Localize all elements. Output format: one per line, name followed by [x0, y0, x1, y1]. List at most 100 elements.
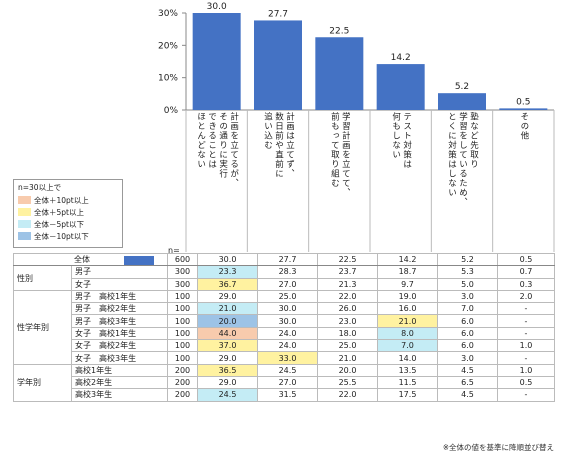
value-cell: 31.5 [257, 388, 318, 402]
bar-value-label: 14.2 [391, 53, 411, 63]
crosstab-table: 全体 600 30.0 27.7 22.5 14.2 5.2 0.5 性別 男子 300 23.3 28… [13, 252, 555, 402]
table-row: 女子 300 36.7 27.0 21.3 9.7 5.0 0.3 [14, 277, 555, 291]
table-row: 学年別 高校1年生 200 36.5 24.5 20.0 13.5 4.5 1.0 [13, 363, 555, 402]
value-cell: 36.7 [197, 277, 258, 291]
row-label: 高校3年生 [71, 388, 168, 402]
table-row: 高校3年生 200 24.5 31.5 22.0 17.5 4.5- [14, 388, 555, 402]
row-label: 全体 [13, 252, 168, 267]
sample-size: 600 [167, 252, 198, 267]
legend-item: 全体－10pt以下 [18, 231, 89, 241]
category-label: 塾など先取り 学習をしているため、 とくに対策はしない [446, 112, 479, 207]
value-cell: 24.5 [257, 363, 318, 377]
y-tick-label: 30% [158, 9, 178, 19]
row-label: 女子 [71, 277, 168, 291]
value-cell: - [497, 302, 555, 316]
value-cell: 44.0 [197, 326, 258, 341]
y-tick-label: 0% [164, 106, 179, 116]
n-column-label: n= [168, 246, 180, 255]
sample-size: 200 [167, 388, 198, 402]
legend-item: 全体＋10pt以上 [18, 195, 89, 205]
value-cell: 22.5 [317, 252, 378, 267]
value-cell: 13.5 [377, 363, 438, 377]
value-cell: 22.0 [317, 289, 378, 304]
bar-value-label: 27.7 [268, 9, 288, 19]
value-cell: - [497, 388, 555, 402]
bar-value-label: 30.0 [207, 2, 227, 12]
sample-size: 100 [167, 326, 198, 341]
value-cell: 5.2 [437, 252, 498, 267]
sample-size: 200 [167, 363, 198, 377]
group-label: 性別 [13, 265, 72, 291]
value-cell: 14.2 [377, 252, 438, 267]
y-tick-label: 20% [158, 41, 178, 51]
group-label: 性学年別 [13, 289, 72, 365]
value-cell: 21.0 [317, 351, 378, 365]
value-cell: 21.0 [377, 314, 438, 328]
bar [254, 20, 302, 110]
value-cell: 30.0 [257, 302, 318, 316]
row-label: 女子 高校3年生 [71, 351, 168, 365]
legend-title: n=30以上で [18, 183, 62, 192]
value-cell: 0.7 [497, 265, 555, 279]
value-cell: 9.7 [377, 277, 438, 291]
value-cell: 3.0 [437, 351, 498, 365]
category-label: その他 [518, 112, 529, 141]
value-cell: 2.0 [497, 289, 555, 304]
value-cell: 5.3 [437, 265, 498, 279]
value-cell: 18.0 [317, 326, 378, 341]
row-label: 高校1年生 [71, 363, 168, 377]
sample-size: 100 [167, 289, 198, 304]
category-label: 学習計画を立てて、 前もって取り組む [329, 112, 351, 198]
legend-swatch [18, 220, 31, 228]
legend-swatch [18, 208, 31, 216]
row-label: 女子 高校1年生 [71, 326, 168, 341]
value-cell: 36.5 [197, 363, 258, 377]
value-cell: 0.5 [497, 252, 555, 267]
row-label: 男子 高校3年生 [71, 314, 168, 328]
legend-item: 全体＋5pt以上 [18, 207, 84, 217]
legend-label: 全体－10pt以下 [34, 231, 89, 241]
group-label: 学年別 [13, 363, 72, 402]
bar-chart: 30% 20% 10% 0% 30.0 27.7 22.5 14.2 5.2 0.5 [158, 2, 555, 252]
value-cell: 0.3 [497, 277, 555, 291]
value-cell: 19.0 [377, 289, 438, 304]
value-cell: 30.0 [197, 252, 258, 267]
value-cell: 1.0 [497, 363, 555, 377]
value-cell: 4.5 [437, 363, 498, 377]
sample-size: 100 [167, 314, 198, 328]
value-cell: 29.0 [197, 375, 258, 390]
table-row: 性別 男子 300 23.3 28.3 23.7 18.7 5.3 0.7 [13, 265, 555, 291]
value-cell: 23.3 [197, 265, 258, 279]
value-cell: 7.0 [437, 302, 498, 316]
table-row: 男子 高校2年生 100 21.0 30.0 26.0 16.0 7.0- [14, 302, 555, 316]
value-cell: 21.0 [197, 302, 258, 316]
value-cell: 5.0 [437, 277, 498, 291]
value-cell: 20.0 [317, 363, 378, 377]
value-cell: 17.5 [377, 388, 438, 402]
value-cell: 7.0 [377, 339, 438, 353]
bar-value-label: 22.5 [329, 26, 349, 36]
value-cell: - [497, 351, 555, 365]
value-cell: 18.7 [377, 265, 438, 279]
table-row: 男子 高校3年生 100 20.0 30.0 23.0 21.0 6.0- [14, 314, 555, 328]
row-label: 男子 高校2年生 [71, 302, 168, 316]
value-cell: 6.0 [437, 314, 498, 328]
value-cell: 37.0 [197, 339, 258, 353]
value-cell: 14.0 [377, 351, 438, 365]
bar [315, 37, 364, 110]
value-cell: - [497, 314, 555, 328]
sample-size: 300 [167, 277, 198, 291]
y-tick-label: 10% [158, 74, 178, 84]
value-cell: 23.7 [317, 265, 378, 279]
row-label: 男子 [71, 265, 168, 279]
row-label: 高校2年生 [71, 375, 168, 390]
legend-swatch [18, 232, 31, 240]
value-cell: 27.7 [257, 252, 318, 267]
value-cell: 24.0 [257, 326, 318, 341]
value-cell: 28.3 [257, 265, 318, 279]
table-row: 全体 600 30.0 27.7 22.5 14.2 5.2 0.5 [13, 252, 555, 267]
value-cell: 16.0 [377, 302, 438, 316]
value-cell: 26.0 [317, 302, 378, 316]
legend-label: 全体＋5pt以上 [34, 207, 84, 217]
value-cell: 22.0 [317, 388, 378, 402]
